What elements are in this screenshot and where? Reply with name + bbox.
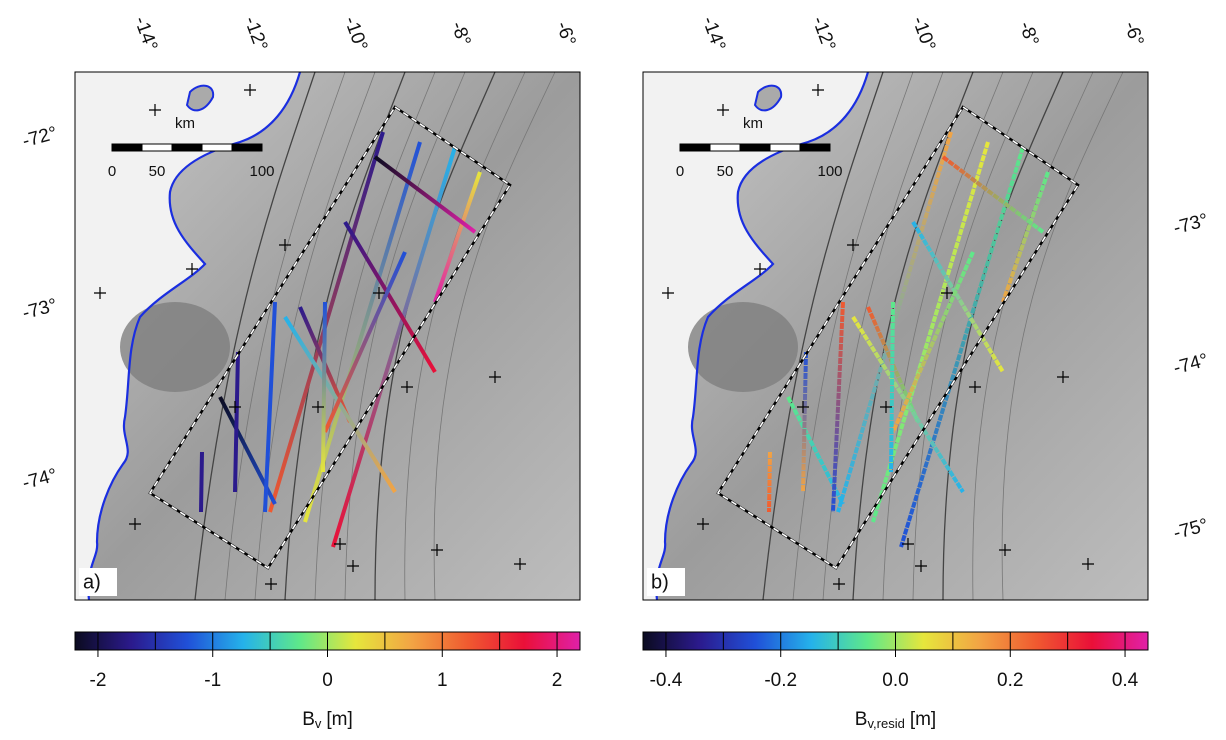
x-tick-label: 1 xyxy=(437,670,448,691)
lon-label: -14° xyxy=(698,14,730,54)
scale-segment xyxy=(232,144,262,151)
lat-label: -75° xyxy=(1171,515,1210,544)
x-tick-label: 0.0 xyxy=(882,670,908,691)
lat-label: -74° xyxy=(1171,350,1210,379)
flight-line xyxy=(891,302,893,472)
lon-label: -8° xyxy=(1014,19,1042,49)
scale-label: 100 xyxy=(249,163,274,180)
x-tick-label: -0.4 xyxy=(650,670,683,691)
scale-segment xyxy=(770,144,800,151)
lon-label: -14° xyxy=(130,14,162,54)
scale-segment xyxy=(800,144,830,151)
title-symbol: B xyxy=(302,709,315,730)
title-subscript: v xyxy=(315,716,322,731)
x-tick-label: -0.2 xyxy=(764,670,797,691)
lon-label: -12° xyxy=(808,14,840,54)
map-panel: km 0 50 100 b) -14° -12° -10° -8° -6° -73° -74° -75° xyxy=(643,14,1211,600)
flight-line xyxy=(323,302,325,472)
title-unit: [m] xyxy=(326,709,352,730)
figure: km050100a)-14°-12°-10°-8°-6°-72°-73°-74°… xyxy=(0,0,1226,740)
lon-label: -6° xyxy=(1119,19,1147,49)
scale-segment xyxy=(142,144,172,151)
x-tick-label: 0.2 xyxy=(997,670,1023,691)
ice-rise xyxy=(688,302,798,392)
lat-label: -73° xyxy=(1171,210,1210,239)
lon-label: -8° xyxy=(446,19,474,49)
title-subscript: v,resid xyxy=(867,716,904,731)
x-tick-label: 0.4 xyxy=(1112,670,1139,691)
scale-unit: km xyxy=(175,115,195,132)
colorbar-title: Bv [m] xyxy=(302,709,353,731)
lat-label: -73° xyxy=(20,295,59,324)
lon-label: -10° xyxy=(340,14,372,54)
scale-segment xyxy=(710,144,740,151)
map-panel: km 0 50 100 a) -14° -12° -10° -8° -6° -72° -73° -74° xyxy=(20,14,580,600)
scale-label: 50 xyxy=(149,163,166,180)
lon-label: -12° xyxy=(240,14,272,54)
scale-segment xyxy=(172,144,202,151)
scale-segment xyxy=(202,144,232,151)
ice-rise xyxy=(120,302,230,392)
lat-label: -74° xyxy=(20,465,59,494)
lon-label: -6° xyxy=(551,19,579,49)
title-unit: [m] xyxy=(910,709,936,730)
lat-label: -72° xyxy=(20,123,59,152)
flight-line xyxy=(201,452,202,512)
scale-label: 0 xyxy=(108,163,116,180)
scale-unit: km xyxy=(743,115,763,132)
panel-label: b) xyxy=(651,571,669,593)
scale-segment xyxy=(112,144,142,151)
panel-label: a) xyxy=(83,571,101,593)
scale-label: 100 xyxy=(817,163,842,180)
x-tick-label: -2 xyxy=(90,670,107,691)
scale-label: 0 xyxy=(676,163,684,180)
x-tick-label: 2 xyxy=(552,670,563,691)
title-symbol: B xyxy=(855,709,868,730)
scale-segment xyxy=(680,144,710,151)
scale-label: 50 xyxy=(717,163,734,180)
lon-label: -10° xyxy=(908,14,940,54)
flight-line xyxy=(769,452,770,512)
x-tick-label: 0 xyxy=(322,670,333,691)
x-tick-label: -1 xyxy=(204,670,221,691)
scale-segment xyxy=(740,144,770,151)
colorbar-title: Bv,resid [m] xyxy=(855,709,936,731)
